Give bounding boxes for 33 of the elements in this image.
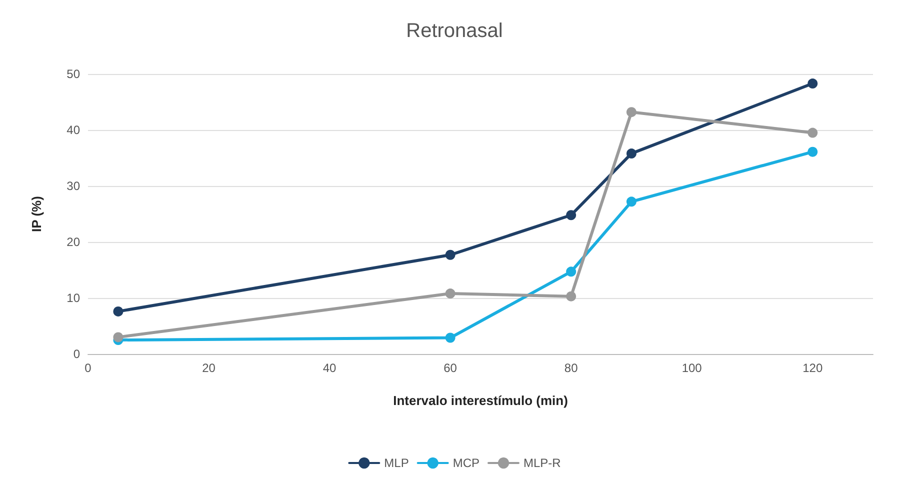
point [626, 107, 636, 118]
point [808, 128, 818, 138]
x-tick-label: 120 [802, 361, 823, 375]
y-tick-label: 40 [66, 123, 80, 137]
point [808, 146, 818, 157]
point [445, 288, 456, 299]
point [566, 291, 576, 302]
y-axis-title: IP (%) [29, 196, 44, 232]
point [808, 78, 818, 89]
y-tick-label: 20 [66, 235, 80, 249]
legend-label: MLP-R [524, 456, 562, 470]
chart-title: Retronasal [406, 20, 503, 42]
y-tick-label: 30 [66, 179, 80, 193]
x-tick-label: 60 [444, 361, 458, 375]
legend-label: MCP [452, 456, 480, 470]
x-axis-title: Intervalo interestímulo (min) [393, 393, 568, 408]
x-tick-label: 40 [322, 361, 337, 375]
x-tick-label: 80 [564, 361, 578, 375]
point [566, 266, 576, 277]
legend-label: MLP [384, 456, 409, 470]
y-tick-label: 0 [73, 347, 80, 361]
point [566, 210, 576, 220]
point [113, 306, 124, 316]
y-tick-label: 50 [66, 67, 80, 81]
point [113, 332, 124, 342]
point [445, 250, 456, 260]
point [626, 196, 636, 207]
x-tick-label: 20 [202, 361, 216, 375]
x-tick-label: 100 [682, 361, 702, 375]
x-tick-label: 0 [84, 361, 92, 375]
point [445, 332, 456, 343]
point [626, 148, 636, 159]
y-tick-label: 10 [66, 291, 80, 305]
